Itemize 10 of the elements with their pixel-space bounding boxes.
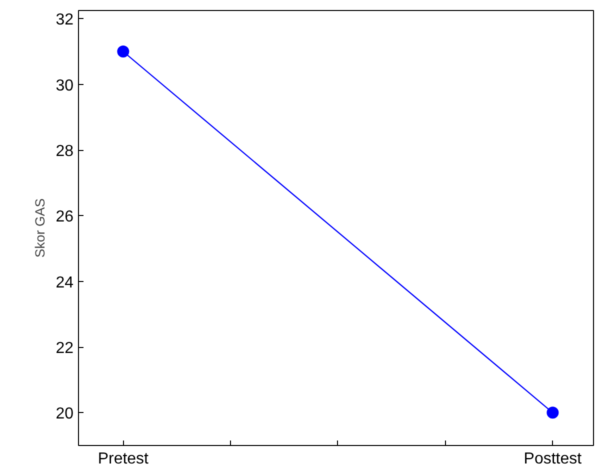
x-tick-label: Posttest — [524, 450, 582, 468]
y-tick-label: 26 — [56, 208, 74, 226]
y-tick-label: 32 — [56, 12, 74, 29]
x-tick-label: Pretest — [98, 450, 150, 468]
y-tick-label: 28 — [56, 143, 74, 160]
y-tick-label: 24 — [56, 274, 74, 292]
y-axis-title: Skor GAS — [32, 198, 48, 258]
y-tick-label: 30 — [56, 77, 74, 94]
y-tick-label: 22 — [56, 340, 74, 358]
y-tick-label: 20 — [56, 406, 74, 423]
